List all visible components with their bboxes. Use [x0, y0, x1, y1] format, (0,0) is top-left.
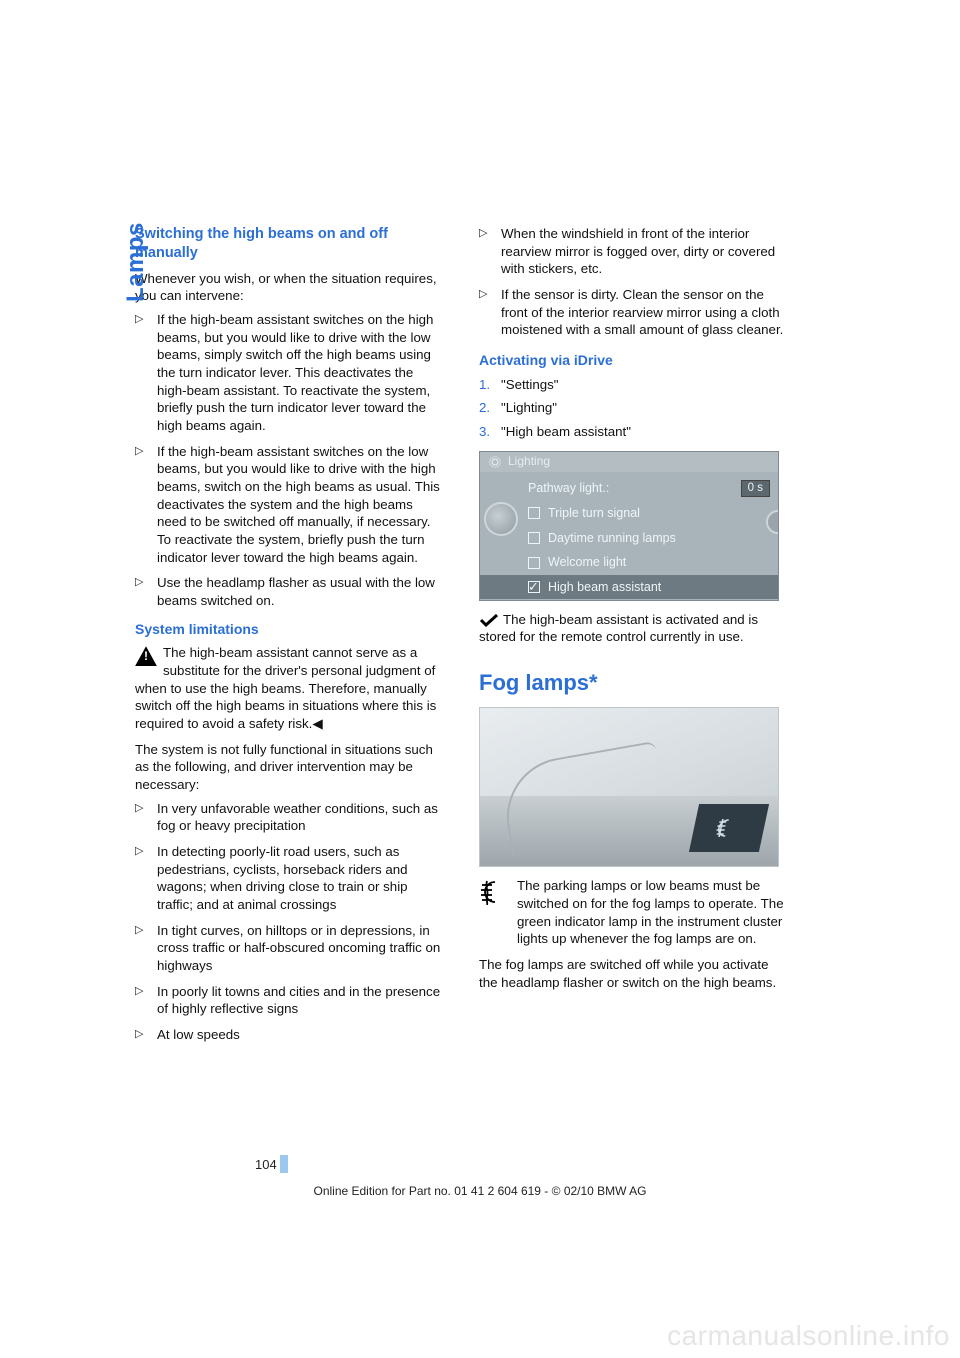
idrive-title: Lighting	[508, 454, 550, 470]
heading-fog-lamps: Fog lamps*	[479, 668, 787, 697]
list-item: In detecting poorly-lit road users, such…	[135, 843, 443, 914]
warning-block: The high-beam assistant cannot serve as …	[135, 644, 443, 732]
list-item: Use the headlamp flasher as usual with t…	[135, 574, 443, 609]
paragraph: The parking lamps or low beams must be s…	[517, 877, 787, 948]
list-item: If the high-beam assistant switches on t…	[135, 443, 443, 567]
fog-lamp-button-icon	[689, 804, 769, 852]
right-column: When the windshield in front of the inte…	[479, 225, 787, 1054]
step-item: "Lighting"	[479, 399, 787, 417]
indicator-check-icon	[479, 613, 499, 627]
list-item: If the high-beam assistant switches on t…	[135, 311, 443, 435]
idrive-header: Lighting	[480, 452, 778, 472]
checkbox-checked-icon	[528, 581, 540, 593]
step-item: "High beam assistant"	[479, 423, 787, 441]
paragraph-text: The high-beam assistant is activated and…	[479, 612, 758, 645]
idrive-screenshot: Lighting Pathway light.: 0 s Triple turn…	[479, 451, 779, 601]
numbered-steps: "Settings" "Lighting" "High beam assista…	[479, 376, 787, 441]
idrive-row-label: High beam assistant	[548, 579, 661, 596]
checkbox-icon	[528, 557, 540, 569]
left-column: Switching the high beams on and off manu…	[135, 225, 443, 1054]
two-column-layout: Switching the high beams on and off manu…	[135, 225, 842, 1054]
idrive-row-label: Daytime running lamps	[548, 530, 676, 547]
paragraph: The system is not fully functional in si…	[135, 741, 443, 794]
page: Lamps Switching the high beams on and of…	[0, 0, 960, 1358]
heading-switching: Switching the high beams on and off manu…	[135, 225, 443, 264]
idrive-row: Daytime running lamps	[528, 526, 770, 551]
idrive-row: Triple turn signal	[528, 501, 770, 526]
warning-text: The high-beam assistant cannot serve as …	[135, 645, 436, 731]
watermark: carmanualsonline.info	[667, 1320, 950, 1352]
footer: Online Edition for Part no. 01 41 2 604 …	[0, 1184, 960, 1198]
list-item: In poorly lit towns and cities and in th…	[135, 983, 443, 1018]
list-item: In very unfavorable weather conditions, …	[135, 800, 443, 835]
page-number-value: 104	[255, 1157, 277, 1172]
idrive-row-label: Pathway light.:	[528, 480, 609, 497]
idrive-row-label: Welcome light	[548, 554, 626, 571]
paragraph: Whenever you wish, or when the situation…	[135, 270, 443, 305]
list-item: If the sensor is dirty. Clean the sensor…	[479, 286, 787, 339]
gear-icon	[488, 455, 502, 469]
warning-icon	[135, 646, 157, 666]
idrive-row-selected: High beam assistant	[480, 575, 778, 600]
idrive-row-value: 0 s	[741, 480, 770, 497]
idrive-body: Pathway light.: 0 s Triple turn signal D…	[480, 472, 778, 601]
fog-lamp-icon	[479, 879, 509, 905]
step-item: "Settings"	[479, 376, 787, 394]
heading-activating-idrive: Activating via iDrive	[479, 351, 787, 370]
list-item: At low speeds	[135, 1026, 443, 1044]
paragraph: The high-beam assistant is activated and…	[479, 611, 787, 646]
fog-lamp-photo	[479, 707, 779, 867]
bullet-list: In very unfavorable weather conditions, …	[135, 800, 443, 1044]
heading-system-limitations: System limitations	[135, 620, 443, 639]
checkbox-icon	[528, 532, 540, 544]
idrive-row-label: Triple turn signal	[548, 505, 640, 522]
checkbox-icon	[528, 507, 540, 519]
idrive-row: Pathway light.: 0 s	[528, 476, 770, 501]
section-side-label: Lamps	[122, 222, 150, 302]
list-item: In tight curves, on hilltops or in depre…	[135, 922, 443, 975]
paragraph: The fog lamps are switched off while you…	[479, 956, 787, 991]
list-item: When the windshield in front of the inte…	[479, 225, 787, 278]
fog-paragraph-block: The parking lamps or low beams must be s…	[479, 877, 787, 948]
page-number: 104	[255, 1155, 288, 1173]
page-number-marker	[280, 1155, 288, 1173]
bullet-list: If the high-beam assistant switches on t…	[135, 311, 443, 610]
bullet-list: When the windshield in front of the inte…	[479, 225, 787, 339]
idrive-row: Welcome light	[528, 550, 770, 575]
